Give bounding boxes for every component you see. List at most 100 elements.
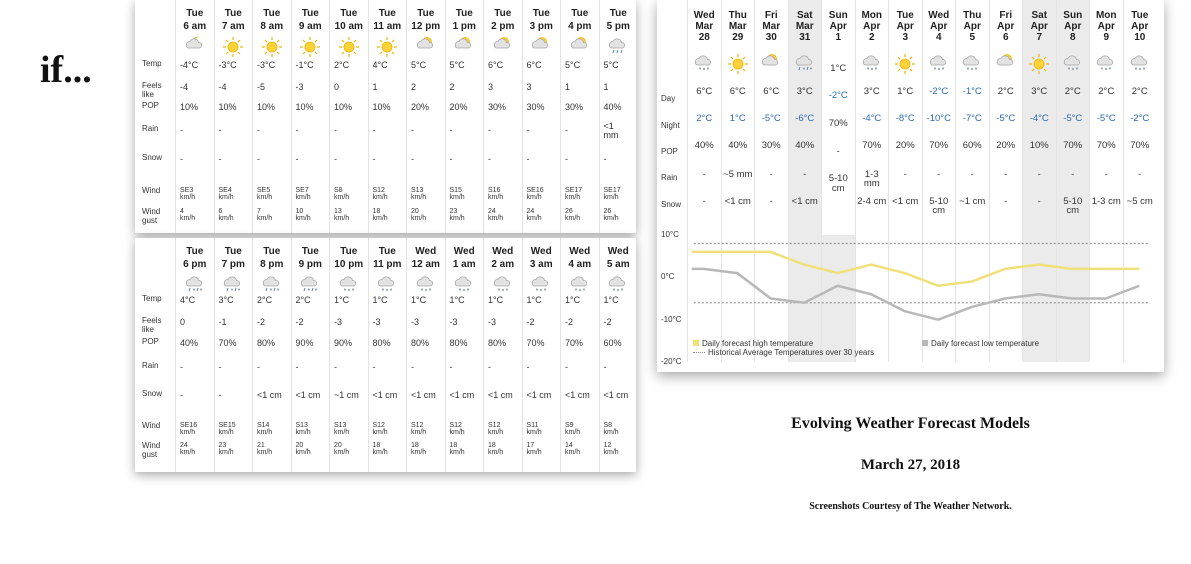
- daily-rain: 1-3: [864, 169, 879, 180]
- hourly-snow: <1 cm: [565, 390, 590, 400]
- daily-rain: -: [1104, 169, 1108, 180]
- daily-date: 8: [1069, 32, 1076, 43]
- hourly-pop: 80%: [257, 338, 276, 348]
- daily-snow: -: [1004, 196, 1008, 207]
- hourly-feels: -3: [488, 317, 497, 327]
- hourly-wind: SE17: [565, 187, 583, 194]
- snow-cloud-icon: [369, 274, 407, 292]
- hourly-temp: 6°C: [488, 60, 504, 70]
- daily-day-temp: 1°C: [830, 63, 847, 74]
- daily-column: Fri Apr 6 2°C -5°C 20% - -: [988, 0, 1023, 362]
- hourly-column: Tue 11 pm 1°C -3 80% - <1 cm S12 km/h 18 km/h: [367, 238, 407, 472]
- hourly-label-gust: Wind gust: [142, 207, 161, 225]
- hourly-rain: -: [295, 125, 299, 135]
- hourly-temp: 4°C: [372, 60, 388, 70]
- hourly-day: Tue: [301, 246, 319, 257]
- hourly-temp: -3°C: [257, 60, 276, 70]
- hourly-temp: 1°C: [565, 295, 581, 305]
- daily-dow: Thu: [963, 10, 982, 21]
- chart-ytick-label: 10°C: [661, 230, 679, 239]
- hourly-pop: 10%: [334, 102, 353, 112]
- daily-night-temp: 2°C: [696, 113, 713, 124]
- hourly-gust-unit: km/h: [603, 449, 619, 456]
- hourly-gust: 18: [411, 442, 419, 449]
- rain-snow-icon: [292, 274, 330, 292]
- hourly-time: 7 pm: [221, 259, 245, 270]
- hourly-day: Tue: [571, 8, 589, 19]
- hourly-rain: -: [180, 125, 183, 135]
- hourly-time: 8 am: [260, 21, 284, 32]
- hourly-feels: 1: [372, 82, 378, 92]
- hourly-temp: 4°C: [180, 295, 196, 305]
- hourly-gust: 18: [488, 442, 496, 449]
- hourly-temp: 1°C: [603, 295, 619, 305]
- hourly-feels: -3: [295, 82, 304, 92]
- hourly-gust-unit: km/h: [295, 449, 311, 456]
- daily-column: Tue Apr 10 2°C -2°C 70% - ~5 cm: [1122, 0, 1157, 362]
- hourly-day: Wed: [415, 246, 437, 257]
- daily-dow: Tue: [896, 10, 914, 21]
- daily-snow: <1 cm: [791, 196, 818, 207]
- legend-low-text: Daily forecast low temperature: [931, 339, 1040, 348]
- hourly-column: Wed 2 am 1°C -3 80% - <1 cm S12 km/h 18 km/h: [483, 238, 522, 472]
- hourly-temp: 2°C: [257, 295, 273, 305]
- hourly-pop: 20%: [411, 102, 430, 112]
- hourly-feels: -2: [526, 317, 535, 327]
- hourly-label-temp: Temp: [142, 294, 162, 303]
- hourly-temp: 1°C: [372, 295, 388, 305]
- hourly-column: Tue 2 pm 6°C 3 30% - - S16 km/h 24 km/h: [483, 0, 522, 233]
- daily-rain: -: [1138, 169, 1142, 180]
- daily-pop: 20%: [895, 140, 915, 151]
- hourly-wind: SE16: [526, 187, 544, 194]
- daily-pop: 20%: [996, 140, 1016, 151]
- daily-pop: 60%: [962, 140, 982, 151]
- snow-cloud-icon: [446, 274, 484, 292]
- daily-date: 3: [902, 32, 909, 43]
- hourly-wind-unit: km/h: [180, 194, 196, 201]
- daily-column: Sat Apr 7 3°C -4°C 10% - -: [1022, 0, 1056, 362]
- daily-date: 29: [732, 32, 744, 43]
- hourly-time: 6 pm: [183, 259, 207, 270]
- hourly-day: Tue: [378, 8, 396, 19]
- hourly-wind-unit: km/h: [603, 429, 619, 436]
- sunny-icon: [253, 36, 291, 57]
- hourly-feels: -1: [218, 317, 227, 327]
- hourly-column: Tue 7 pm 3°C -1 70% - - SE15 km/h 23 km/h: [213, 238, 253, 472]
- hourly-column: Tue 10 am 2°C 0 10% - - S8 km/h 13 km/h: [329, 0, 368, 233]
- hourly-day: Tue: [186, 8, 204, 19]
- hourly-column: Tue 6 am -4°C -4 10% - - SE3 km/h 4 km/h: [175, 0, 214, 233]
- hourly-day: Tue: [494, 8, 512, 19]
- low-temperature-line: [691, 267, 1140, 321]
- hourly-snow: -: [411, 154, 414, 164]
- daily-pop: 40%: [795, 140, 815, 151]
- hourly-day: Tue: [417, 8, 435, 19]
- hourly-wind-unit: km/h: [449, 194, 465, 201]
- hourly-gust-unit: km/h: [334, 449, 350, 456]
- hourly-gust: 20: [295, 442, 304, 449]
- hourly-label-wind: Wind: [142, 421, 161, 430]
- hourly-gust-unit: km/h: [488, 215, 504, 222]
- daily-night-temp: -5°C: [1096, 113, 1116, 124]
- hourly-rain: -: [334, 362, 337, 372]
- hourly-gust: 18: [372, 442, 381, 449]
- hourly-label-wind: Wind: [142, 186, 161, 195]
- hourly-column: Tue 5 pm 5°C 1 40% <1 mm - SE17 km/h 26 km/h: [598, 0, 637, 233]
- hourly-day: Tue: [340, 8, 358, 19]
- hourly-column: Tue 1 pm 5°C 2 20% - - S15 km/h 23 km/h: [444, 0, 484, 233]
- hourly-day: Wed: [492, 246, 514, 257]
- daily-day-temp: -2°C: [929, 86, 949, 97]
- hourly-snow: <1 cm: [603, 390, 629, 400]
- hourly-label-snow: Snow: [142, 389, 163, 398]
- hourly-feels: 3: [488, 82, 494, 92]
- hourly-time: 5 am: [606, 259, 630, 270]
- daily-snow: <1 cm: [724, 196, 751, 207]
- hourly-pop: 40%: [180, 338, 199, 348]
- daily-dow: Mon: [861, 10, 883, 21]
- hourly-wind-unit: km/h: [334, 194, 350, 201]
- night-partly-cloudy-icon: [176, 36, 214, 52]
- daily-date: 7: [1036, 32, 1043, 43]
- legend-high-swatch: [693, 340, 699, 346]
- hourly-time: 12 pm: [411, 21, 441, 32]
- sunny-icon: [292, 36, 330, 57]
- hourly-wind-unit: km/h: [565, 429, 581, 436]
